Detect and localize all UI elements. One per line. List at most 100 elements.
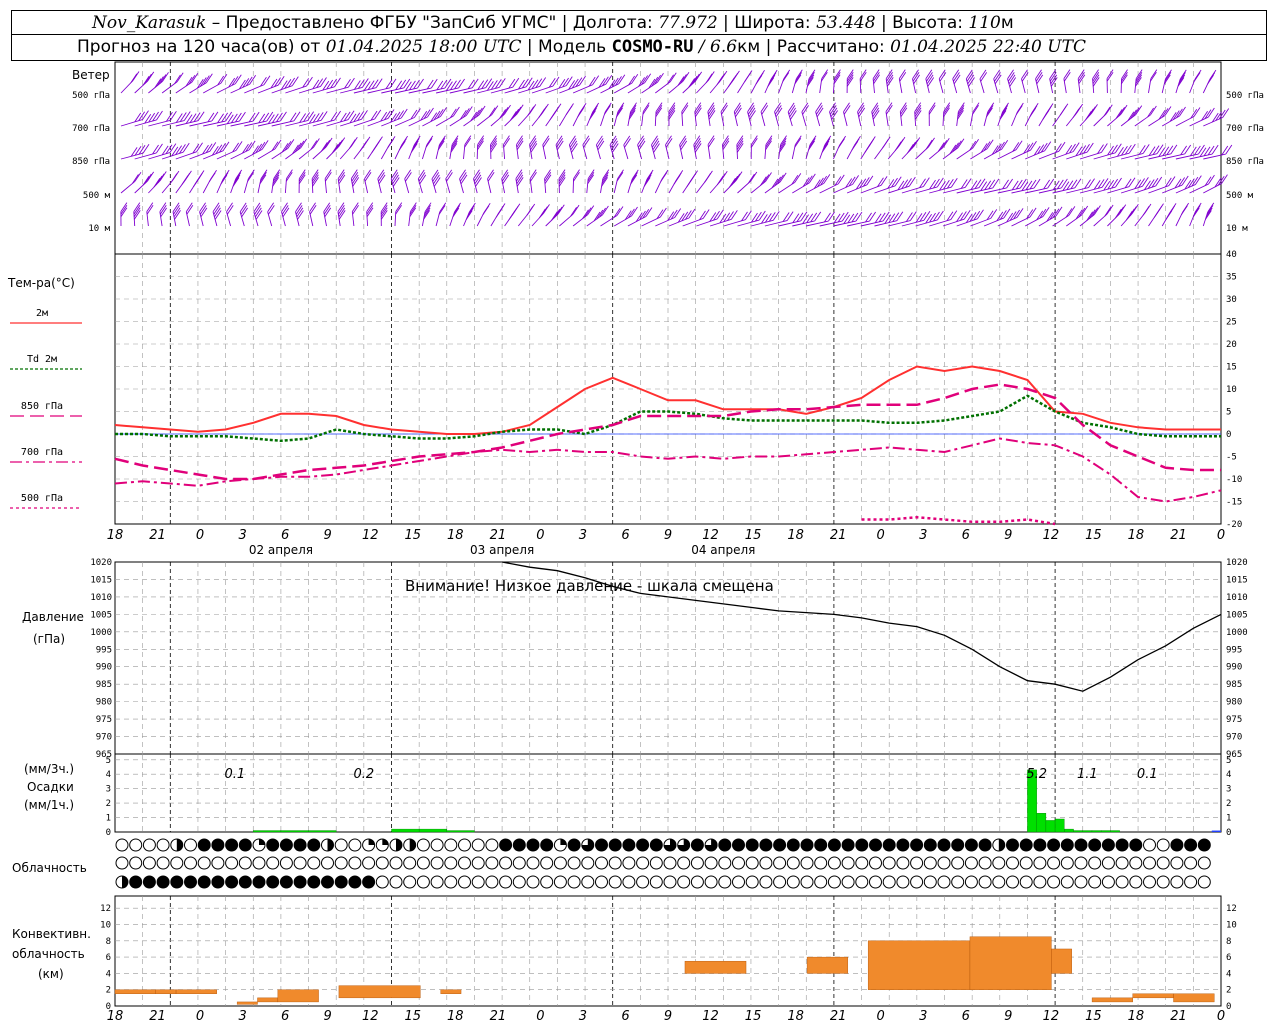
cloud-symbol [718,856,732,870]
wind-barb-flag [601,76,609,87]
wind-barb-flag [333,141,341,152]
cloud-symbol [690,838,704,852]
wind-barb [212,202,222,227]
wind-barb-flag [892,212,900,222]
cloud-symbol [992,875,1006,889]
wind-barb-flag [996,211,1004,222]
wind-barb [805,174,831,194]
wind-barb-flag [779,140,787,151]
wind-barb-flag [1184,179,1192,190]
wind-barb [243,169,255,194]
wind-barb-flag [872,107,880,118]
wind-barb-flag [655,104,663,115]
wind-barb-flag [142,143,150,154]
wind-barb-flag [1124,144,1132,155]
cloud-fill [396,839,402,851]
cloud-symbol [978,875,992,889]
latitude-label: | Широта: [717,13,817,33]
wind-barb-flag [142,175,150,186]
wind-barb-flag [1050,74,1058,85]
cloud-symbol [1088,856,1102,870]
wind-barb-flag [782,212,790,222]
cloud-symbol [636,856,650,870]
wind-barb-flag [300,138,308,149]
wind-barb-flag [673,175,681,185]
hour-label-bottom: 3 [238,1009,246,1024]
cloud-circle [690,838,704,852]
wind-barb-flag [1214,177,1222,188]
wind-barb-flag [338,174,346,185]
wind-barb-flag [146,202,154,212]
wind-barb-flag [225,111,233,122]
wind-barb-flag [490,143,498,153]
precip-bar-3h [308,830,337,833]
wind-barb [408,135,421,160]
cloud-symbol [622,856,636,870]
wind-barb-flag [436,80,444,91]
wind-barb [819,69,829,94]
wind-barb-flag [133,210,141,220]
wind-barb-flag [645,207,653,217]
wind-barb-flag [1218,109,1226,120]
cloud-circle [855,856,869,870]
cloud-circle [444,875,458,889]
convective-label-2: облачность [12,947,85,961]
wind-barb-flag [1151,177,1159,188]
wind-barb-flag [869,211,876,222]
wind-barb-flag [575,77,583,87]
wind-barb [942,178,972,194]
wind-barb-flag [395,202,403,212]
cloud-circle [649,875,663,889]
cloud-circle [293,856,307,870]
wind-barb-flag [914,104,922,115]
conv-ytick-right: 4 [1226,969,1231,979]
wind-barb-flag [1097,144,1104,154]
cloud-symbol [827,875,841,889]
cloud-symbol [499,856,513,870]
wind-barb [952,69,961,94]
wind-barb-flag [334,77,341,88]
wind-barb-flag [247,169,255,180]
convective-bar [867,940,971,990]
wind-barb-flag [518,79,525,90]
wind-barb [641,169,654,194]
precip-total: 1.1 [1077,767,1098,782]
wind-barb [983,102,995,127]
wind-barb [146,202,154,227]
cloud-symbol [882,856,896,870]
wind-barb [1093,143,1122,160]
wind-barb-flag [1084,179,1091,189]
wind-barb-flag [624,138,631,148]
wind-barb-flag [1063,72,1071,82]
wind-barb-staff [285,120,308,127]
wind-barb-flag [171,146,179,157]
wind-barb-flag [821,143,829,153]
wind-barb-flag [582,135,590,146]
cloud-symbol [211,875,225,889]
cloud-symbol [1143,838,1156,852]
cloud-symbol [211,838,225,852]
wind-barb-flag [957,110,964,120]
cloud-circle [622,856,636,870]
wind-barb-flag [933,178,940,189]
wind-barb-flag [491,105,499,115]
wind-barb-flag [806,77,814,87]
wind-barb-flag [377,169,385,180]
wind-barb-flag [1124,178,1132,189]
wind-barb [655,72,677,94]
wind-barb-flag [1040,142,1048,153]
cloud-circle [389,875,403,889]
wind-barb-flag [791,175,799,185]
cloud-symbol [800,856,814,870]
wind-barb-flag [808,69,816,79]
wind-barb-flag [858,107,866,118]
wind-barb-flag [667,74,674,85]
cloud-circle [581,856,595,870]
wind-barb [1079,143,1108,160]
wind-barb [613,206,638,227]
wind-barb-flag [886,74,894,85]
cloud-symbol [1115,875,1129,889]
wind-barb-flag [851,212,859,223]
wind-barb [1189,69,1202,94]
wind-barb-flag [779,172,787,183]
